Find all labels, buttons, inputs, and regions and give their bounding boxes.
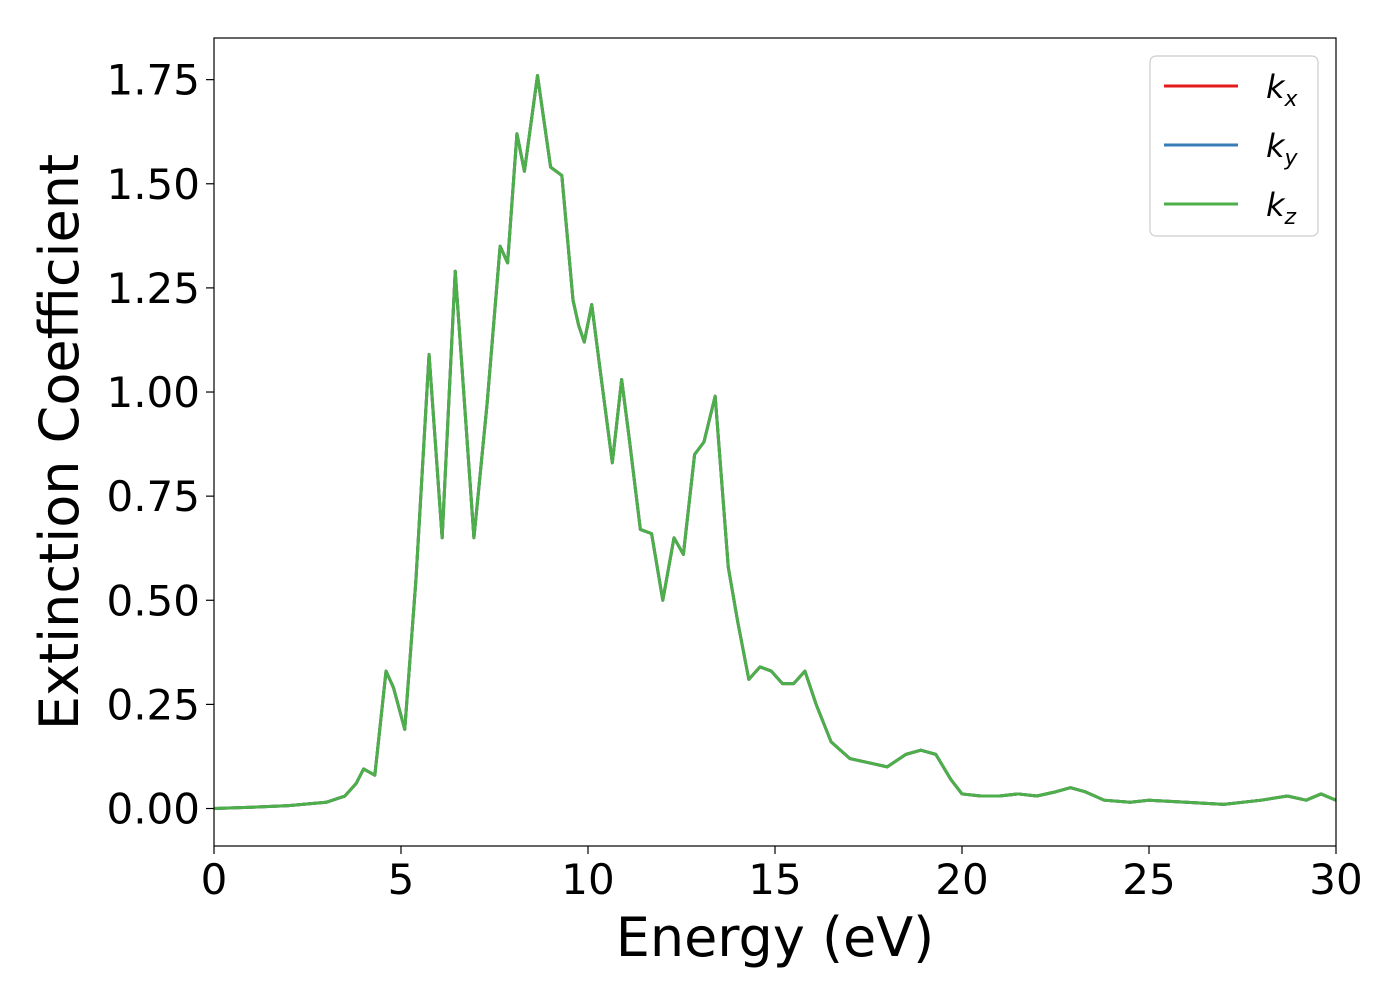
y-axis-title: Extinction Coefficient bbox=[28, 154, 91, 730]
series-line-kz bbox=[214, 73, 1336, 811]
x-tick-label: 10 bbox=[561, 855, 614, 904]
x-tick-label: 25 bbox=[1122, 855, 1175, 904]
x-tick-label: 5 bbox=[388, 855, 415, 904]
y-tick-label: 1.50 bbox=[106, 160, 200, 209]
series-layer bbox=[214, 73, 1336, 811]
y-tick-label: 0.50 bbox=[106, 576, 200, 625]
y-axis-ticks: 0.00 0.25 0.50 0.75 1.00 1.25 1.50 1.75 bbox=[106, 56, 214, 834]
x-axis-title: Energy (eV) bbox=[616, 906, 935, 969]
legend-label-kx: kx bbox=[1266, 68, 1299, 112]
x-tick-label: 30 bbox=[1309, 855, 1362, 904]
y-tick-label: 1.00 bbox=[106, 368, 200, 417]
legend-label-ky: ky bbox=[1266, 127, 1299, 171]
legend: kx ky kz bbox=[1149, 55, 1319, 237]
y-tick-label: 0.00 bbox=[106, 785, 200, 834]
x-tick-label: 0 bbox=[201, 855, 228, 904]
y-tick-label: 1.75 bbox=[106, 56, 200, 105]
x-axis-ticks: 0 5 10 15 20 25 30 bbox=[201, 846, 1363, 904]
y-tick-label: 0.75 bbox=[106, 472, 200, 521]
y-tick-label: 0.25 bbox=[106, 680, 200, 729]
legend-label-kz: kz bbox=[1266, 186, 1297, 230]
x-tick-label: 20 bbox=[935, 855, 988, 904]
y-tick-label: 1.25 bbox=[106, 264, 200, 313]
x-tick-label: 15 bbox=[748, 855, 801, 904]
